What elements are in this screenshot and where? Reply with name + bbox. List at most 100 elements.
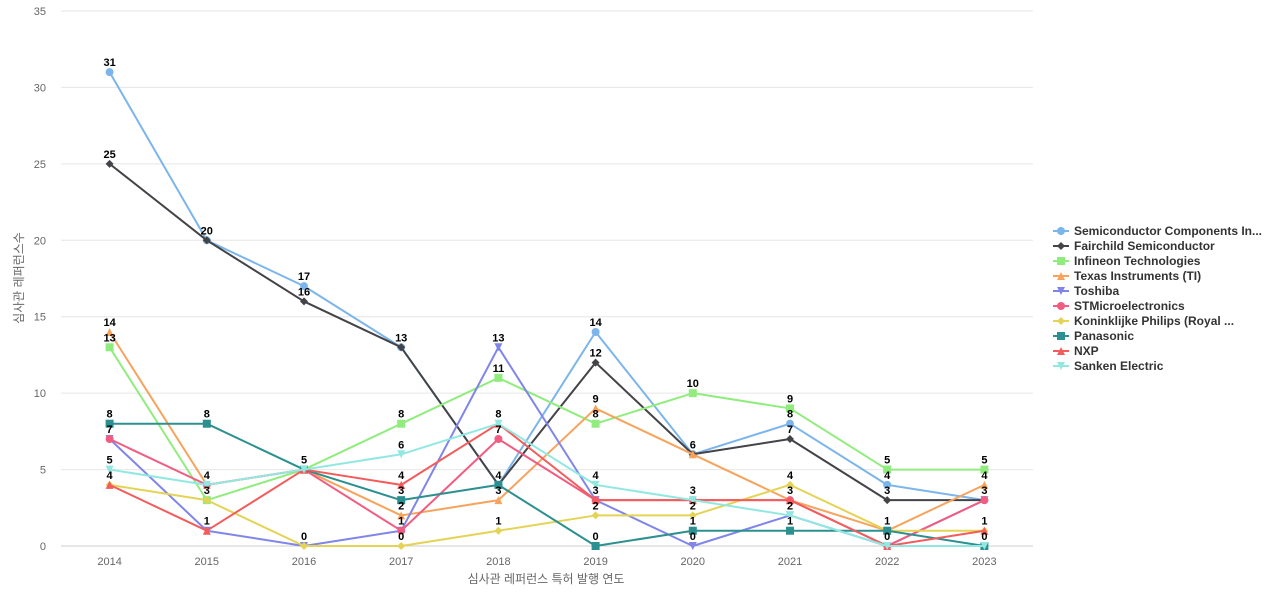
data-point [786,496,794,505]
data-label: 8 [107,409,113,421]
legend-marker [1057,257,1065,265]
data-label: 6 [690,439,696,451]
data-label: 17 [298,271,310,283]
series-line [108,422,986,547]
legend-item[interactable]: NXP [1053,344,1099,358]
data-point [688,526,697,535]
y-axis-title: 심사관 레퍼런스수 [12,232,26,324]
data-point [397,496,406,505]
data-label: 3 [495,485,501,497]
data-point [202,480,211,489]
legend-item[interactable]: Infineon Technologies [1053,254,1201,268]
y-tick-label: 35 [34,6,46,18]
data-point [688,389,697,398]
series-line [108,162,986,502]
legend-item[interactable]: Semiconductor Components In... [1053,224,1262,238]
data-point [883,496,892,505]
legend-item[interactable]: STMicroelectronics [1053,299,1185,313]
data-point [494,480,503,489]
data-label: 10 [687,378,699,390]
legend-label: Toshiba [1074,284,1119,298]
legend-label: Semiconductor Components In... [1074,224,1262,238]
legend-label: Sanken Electric [1074,359,1164,373]
data-point [591,542,600,550]
y-tick-label: 20 [34,235,46,247]
series-line [108,331,986,532]
legend-marker [1057,227,1065,235]
series-3 [105,343,989,505]
legend[interactable]: Semiconductor Components In...Fairchild … [1053,224,1262,373]
legend-item[interactable]: Fairchild Semiconductor [1053,239,1215,253]
y-tick-label: 0 [40,541,46,553]
data-point [688,496,697,505]
legend-label: Infineon Technologies [1074,254,1201,268]
data-label: 1 [398,516,404,528]
data-point [494,343,503,352]
data-label: 0 [398,531,404,543]
legend-marker [1057,332,1065,340]
data-point [980,526,989,535]
data-label: 4 [495,470,502,482]
data-label: 2 [398,500,404,512]
data-point [591,419,600,428]
x-tick-label: 2016 [292,556,316,568]
legend-marker [1057,317,1065,325]
data-label: 2 [787,500,793,512]
data-label: 13 [492,332,504,344]
legend-item[interactable]: Sanken Electric [1053,359,1164,373]
data-label: 3 [204,485,210,497]
series-4 [105,328,989,535]
y-tick-label: 5 [40,465,46,477]
data-point [591,511,600,520]
data-label: 14 [103,317,116,329]
data-label: 1 [495,516,501,528]
data-point [494,435,503,443]
data-label: 8 [787,409,793,421]
data-label: 4 [787,470,794,482]
data-point [494,373,503,382]
data-point [397,450,406,459]
data-label: 8 [495,409,501,421]
data-point [105,480,114,489]
legend-item[interactable]: Panasonic [1053,329,1134,343]
series-10 [105,419,989,550]
data-point [397,480,406,489]
legend-label: Panasonic [1074,329,1134,343]
data-label: 9 [593,393,599,405]
x-tick-label: 2023 [972,556,996,568]
data-label: 8 [593,409,599,421]
series-2 [105,159,989,505]
legend-label: Texas Instruments (TI) [1074,269,1201,283]
data-label: 0 [593,531,599,543]
data-point [786,435,794,443]
data-label: 7 [495,424,501,436]
data-label: 13 [103,332,115,344]
data-label: 4 [204,470,211,482]
data-label: 5 [301,455,307,467]
data-label: 1 [884,516,890,528]
data-label: 4 [593,470,600,482]
legend-marker [1057,362,1065,370]
series-line [108,483,986,547]
data-point [591,404,600,413]
data-point [980,496,989,505]
data-point [786,480,794,489]
data-label: 0 [884,531,890,543]
legend-item[interactable]: Koninklijke Philips (Royal ... [1053,314,1234,328]
x-tick-label: 2017 [389,556,413,568]
data-label: 3 [690,485,696,497]
data-point [883,465,892,474]
data-point [883,526,892,535]
x-axis-ticks: 2014 2015 2016 2017 2018 2019 2020 2021 2022 2023 [97,556,996,568]
data-point [494,496,503,505]
series-5 [105,343,989,550]
data-point [202,496,211,505]
legend-item[interactable]: Texas Instruments (TI) [1053,269,1201,283]
y-tick-label: 10 [34,388,46,400]
legend-item[interactable]: Toshiba [1053,284,1119,298]
y-tick-label: 30 [34,82,46,94]
data-point [980,465,989,474]
data-label: 3 [398,485,404,497]
data-label: 2 [690,500,696,512]
